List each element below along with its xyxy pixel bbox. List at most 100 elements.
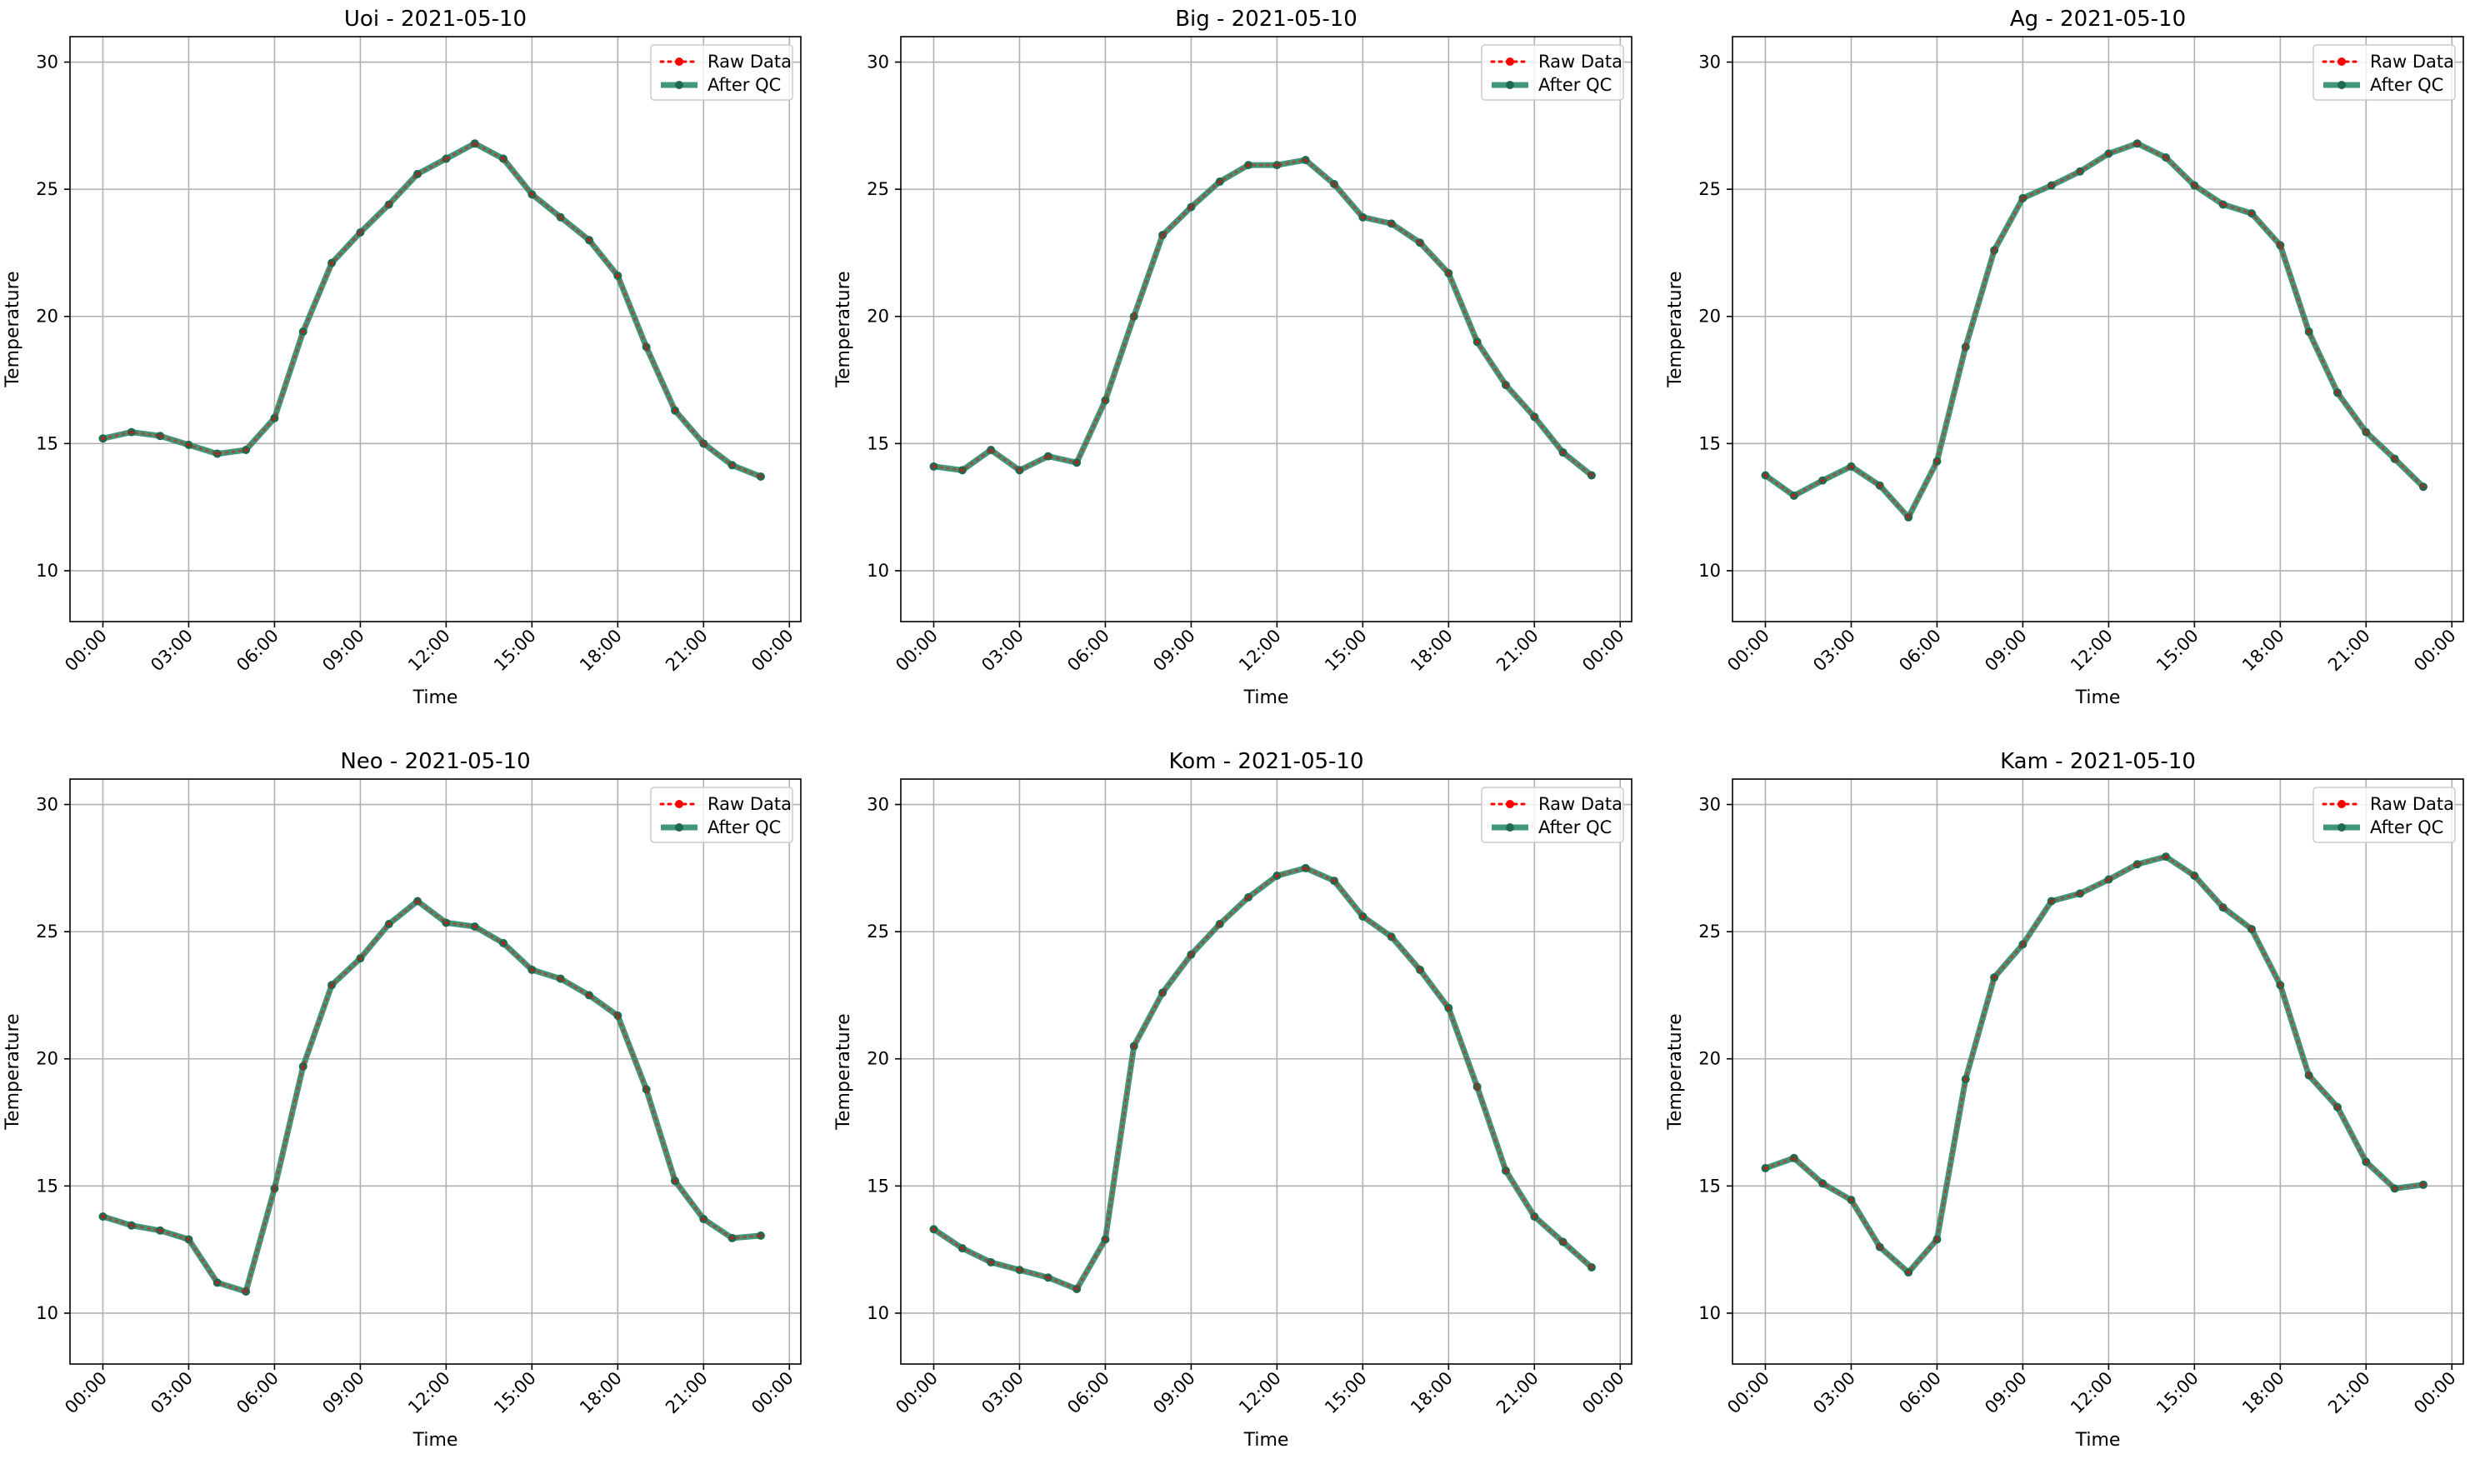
data-point-after-qc [442,154,451,163]
legend: Raw Data After QC [2312,44,2456,101]
y-tick-label: 25 [867,922,889,942]
y-axis-label: Temperature [833,1013,854,1130]
y-tick-label: 10 [867,1303,889,1323]
data-point-raw-data [101,1214,105,1219]
data-point-after-qc [1932,457,1942,466]
y-tick-label: 30 [867,795,889,815]
legend-marker-raw-data [1506,57,1514,66]
data-point-after-qc [670,406,679,415]
data-point-after-qc [2190,181,2199,190]
legend-marker-after-qc [1506,81,1514,89]
data-point-raw-data [129,1223,133,1227]
data-point-after-qc [384,200,393,209]
legend: Raw Data After QC [650,44,793,101]
data-point-raw-data [1332,878,1337,883]
x-tick-label: 12:00 [2067,1368,2117,1418]
x-tick-label: 15:00 [1321,626,1371,676]
data-point-raw-data [301,329,305,334]
data-point-after-qc [1272,871,1282,880]
legend: Raw Data After QC [1481,787,1624,843]
legend-label-raw-data: Raw Data [708,52,792,72]
data-point-after-qc [1444,1003,1453,1012]
data-point-raw-data [672,408,678,412]
data-point-raw-data [1849,1197,1853,1202]
data-point-after-qc [1187,950,1196,959]
data-point-raw-data [187,1237,191,1242]
data-point-raw-data [1906,1270,1911,1275]
data-point-raw-data [1074,1287,1079,1292]
data-point-raw-data [358,956,362,961]
data-point-raw-data [1532,415,1537,419]
x-tick-label: 00:00 [2410,626,2460,676]
data-point-raw-data [988,447,993,452]
data-point-after-qc [413,897,422,906]
data-point-after-qc [1818,1179,1828,1188]
x-tick-label: 03:00 [1809,1368,1859,1418]
x-tick-label: 18:00 [576,626,626,676]
y-tick-label: 25 [867,179,889,199]
data-point-raw-data [587,993,592,997]
y-tick-label: 30 [1698,795,1721,815]
data-point-after-qc [613,271,622,280]
data-point-raw-data [1018,1267,1022,1272]
y-tick-label: 30 [36,795,58,815]
data-point-after-qc [156,432,165,441]
data-point-raw-data [215,1281,219,1285]
x-tick-label: 00:00 [748,626,798,676]
data-point-after-qc [1558,448,1568,457]
data-point-raw-data [1963,1077,1968,1082]
legend-marker-raw-data [2338,57,2346,66]
legend-marker-raw-data [1506,800,1514,808]
data-point-after-qc [1961,1075,1970,1084]
data-point-after-qc [1789,1153,1798,1162]
legend-label-raw-data: Raw Data [2370,794,2454,814]
data-point-raw-data [2335,1105,2340,1109]
legend-marker-after-qc [2338,81,2346,89]
data-point-raw-data [2078,892,2082,896]
data-point-raw-data [1160,991,1165,995]
data-point-raw-data [1878,483,1882,487]
data-point-raw-data [1418,967,1422,972]
x-tick-label: 00:00 [1723,626,1773,676]
x-tick-label: 21:00 [1492,626,1542,676]
legend-marker-after-qc [1506,823,1514,832]
y-tick-label: 20 [867,307,889,327]
data-point-raw-data [2249,927,2254,932]
y-tick-label: 15 [1698,433,1721,453]
data-point-raw-data [1132,314,1136,318]
y-tick-label: 25 [1698,922,1721,942]
data-point-raw-data [187,442,191,447]
data-point-raw-data [1447,1006,1451,1010]
series-line-after-qc [931,865,1595,1292]
data-point-raw-data [1849,464,1853,469]
x-tick-label: 18:00 [1407,626,1457,676]
data-point-raw-data [1589,1265,1594,1270]
data-point-after-qc [270,1184,279,1193]
series-line-raw-data [932,867,1593,1291]
legend-label-raw-data: Raw Data [1538,794,1622,814]
subplot-1: 10 15 20 25 30 00:00 03:00 06:00 09:00 12:00 15:00… [2,7,802,708]
data-point-raw-data [129,430,133,434]
data-point-after-qc [328,981,337,990]
data-point-after-qc [584,236,593,245]
data-point-after-qc [1330,877,1339,886]
x-tick-label: 09:00 [1149,1368,1199,1418]
x-axis-label: Time [412,1430,458,1451]
axes-frame [1732,36,2464,622]
data-point-raw-data [1503,382,1508,387]
x-tick-label: 00:00 [61,1368,111,1418]
data-point-after-qc [1301,156,1310,165]
legend-label-after-qc: After QC [1538,817,1612,837]
y-axis-label: Temperature [1665,1013,1686,1130]
data-point-after-qc [2418,482,2428,492]
data-point-after-qc [2104,149,2113,158]
data-point-after-qc [1472,337,1482,347]
data-point-raw-data [501,157,506,161]
y-tick-label: 15 [36,433,58,453]
data-point-raw-data [329,261,334,265]
data-point-after-qc [499,938,508,947]
legend: Raw Data After QC [2312,787,2456,843]
data-point-after-qc [1015,1266,1024,1275]
data-point-after-qc [2304,1071,2313,1080]
data-point-after-qc [2390,1184,2399,1193]
